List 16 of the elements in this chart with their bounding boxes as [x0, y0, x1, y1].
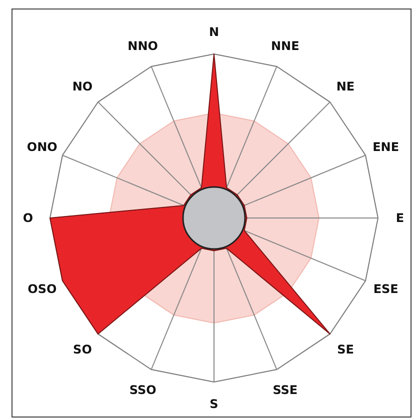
spoke-label: NNE	[271, 39, 300, 54]
spoke-label: NNO	[128, 39, 158, 54]
spoke-label: NO	[72, 79, 93, 94]
spoke-label: ONO	[26, 140, 58, 154]
spoke-label: OSO	[28, 282, 57, 296]
spoke-label: SSO	[129, 382, 156, 397]
spoke-label: ENE	[372, 140, 400, 154]
spoke-label: E	[396, 211, 404, 225]
spoke-label: NE	[336, 79, 355, 94]
spoke-label: SO	[73, 342, 92, 357]
spoke-label: N	[208, 25, 220, 39]
spoke-label: SE	[337, 342, 354, 357]
spoke-label: SSE	[272, 382, 298, 397]
spoke-label: ESE	[373, 282, 398, 296]
spoke-label: S	[210, 397, 218, 411]
spoke-label: O	[22, 211, 34, 225]
